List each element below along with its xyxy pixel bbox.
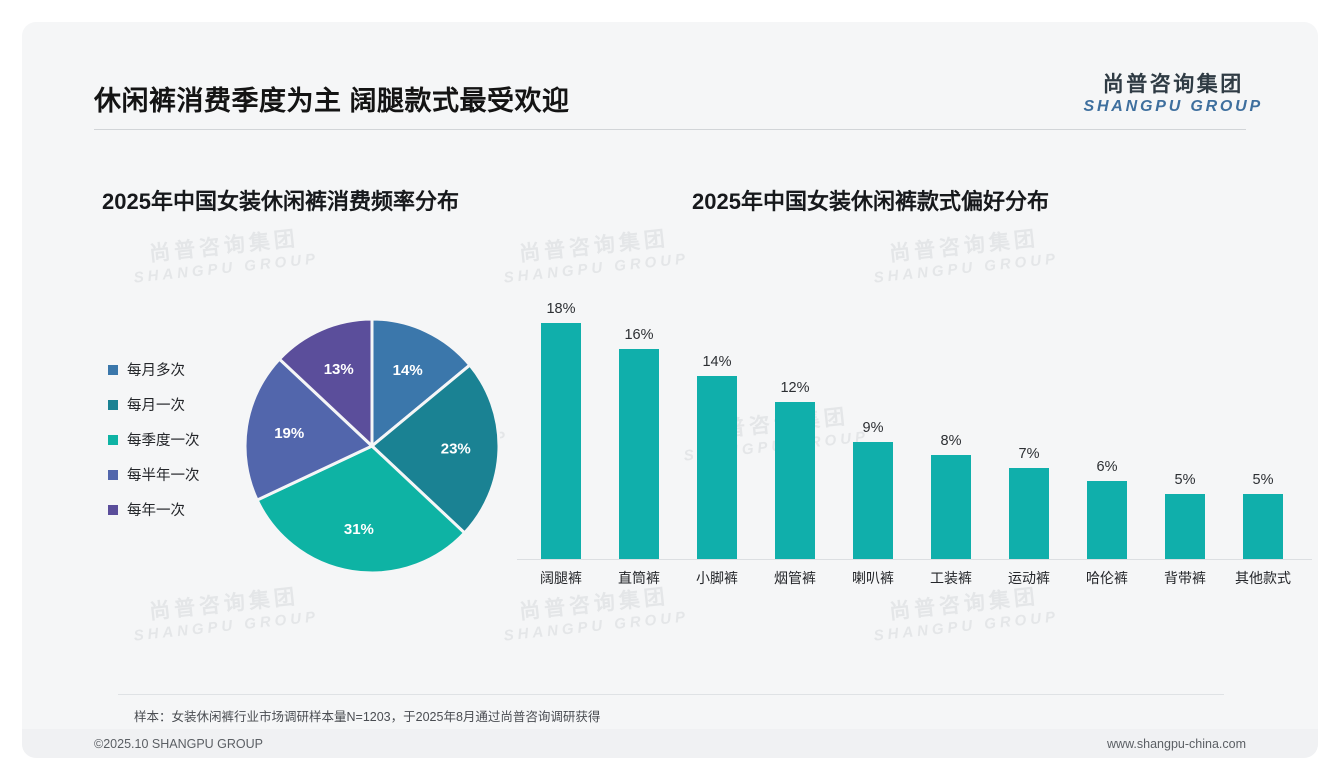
bar-value-label: 7% bbox=[1018, 445, 1040, 462]
bar-chart-category-labels: 阔腿裤 直筒裤 小脚裤 烟管裤 喇叭裤 工装裤 运动裤 哈伦裤 背带裤 其他款式 bbox=[522, 568, 1304, 592]
watermark: 尚普咨询集团 SHANGPU GROUP bbox=[500, 582, 690, 646]
footer-website[interactable]: www.shangpu-china.com bbox=[1107, 737, 1246, 751]
bar-rect[interactable] bbox=[1243, 494, 1283, 560]
bar-column[interactable]: 6% bbox=[1068, 280, 1146, 560]
pie-slice-label: 23% bbox=[441, 441, 471, 458]
bar-column[interactable]: 12% bbox=[756, 280, 834, 560]
watermark-line-2: SHANGPU GROUP bbox=[132, 608, 320, 645]
pie-slice[interactable] bbox=[370, 317, 472, 450]
bar-column[interactable]: 5% bbox=[1224, 280, 1302, 560]
bar-category-label: 其他款式 bbox=[1235, 570, 1291, 586]
bar-value-label: 8% bbox=[940, 432, 962, 449]
watermark-line-1: 尚普咨询集团 bbox=[148, 227, 300, 266]
bar-value-label: 18% bbox=[546, 301, 576, 318]
watermark-line-2: SHANGPU GROUP bbox=[132, 250, 320, 287]
brand-logo: 尚普咨询集团 SHANGPU GROUP bbox=[1083, 74, 1263, 115]
bar-value-label: 12% bbox=[780, 380, 810, 397]
bar-value-label: 16% bbox=[624, 327, 654, 344]
bar-column[interactable]: 9% bbox=[834, 280, 912, 560]
pie-slice[interactable] bbox=[255, 444, 467, 575]
pie-legend: 每月多次每月一次每季度一次每半年一次每年一次 bbox=[108, 352, 200, 527]
legend-swatch-icon bbox=[108, 469, 118, 480]
legend-item[interactable]: 每年一次 bbox=[108, 492, 200, 527]
watermark-line-1: 尚普咨询集团 bbox=[518, 227, 670, 266]
watermark-line-1: 尚普咨询集团 bbox=[888, 227, 1040, 266]
watermark: 尚普咨询集团 SHANGPU GROUP bbox=[130, 224, 320, 288]
pie-slice-label: 13% bbox=[324, 361, 354, 378]
page-title: 休闲裤消费季度为主 阔腿款式最受欢迎 bbox=[94, 86, 570, 116]
legend-item[interactable]: 每半年一次 bbox=[108, 457, 200, 492]
slide-canvas: 尚普咨询集团 SHANGPU GROUP 尚普咨询集团 SHANGPU GROU… bbox=[22, 22, 1318, 758]
legend-swatch-icon bbox=[108, 504, 118, 515]
legend-item-label: 每半年一次 bbox=[127, 468, 200, 484]
header-divider bbox=[94, 129, 1246, 130]
bar-rect[interactable] bbox=[931, 454, 971, 560]
bar-column[interactable]: 5% bbox=[1146, 280, 1224, 560]
bar-value-label: 5% bbox=[1174, 472, 1196, 489]
watermark: 尚普咨询集团 SHANGPU GROUP bbox=[870, 224, 1060, 288]
bar-chart-axis bbox=[517, 559, 1312, 560]
bar-rect[interactable] bbox=[1165, 494, 1205, 560]
bar-rect[interactable] bbox=[541, 323, 581, 560]
slide-header: 休闲裤消费季度为主 阔腿款式最受欢迎 尚普咨询集团 SHANGPU GROUP bbox=[22, 22, 1318, 130]
bar-category-label: 运动裤 bbox=[1008, 570, 1050, 586]
bar-value-label: 6% bbox=[1096, 459, 1118, 476]
bar-category-label: 喇叭裤 bbox=[852, 570, 894, 586]
legend-item-label: 每月多次 bbox=[127, 363, 185, 379]
bar-column[interactable]: 18% bbox=[522, 280, 600, 560]
bar-value-label: 9% bbox=[862, 419, 884, 436]
legend-item-label: 每月一次 bbox=[127, 398, 185, 414]
bar-column[interactable]: 8% bbox=[912, 280, 990, 560]
bar-chart: 18% 16% 14% 12% 9% 8% 7% 6% 5% 5% bbox=[522, 280, 1304, 560]
pie-slice-label: 19% bbox=[274, 425, 304, 442]
footnote-divider bbox=[118, 694, 1224, 695]
legend-item-label: 每年一次 bbox=[127, 503, 185, 519]
bar-rect[interactable] bbox=[697, 375, 737, 560]
watermark-line-2: SHANGPU GROUP bbox=[872, 608, 1060, 645]
logo-english-text: SHANGPU GROUP bbox=[1083, 98, 1263, 115]
pie-slice-label: 14% bbox=[393, 362, 423, 379]
bar-chart-title: 2025年中国女装休闲裤款式偏好分布 bbox=[692, 189, 1049, 214]
bar-category-label: 小脚裤 bbox=[696, 570, 738, 586]
bar-category-label: 阔腿裤 bbox=[540, 570, 582, 586]
pie-slice-label: 31% bbox=[344, 521, 374, 538]
pie-chart: 14% 23% 31% 19% 13% bbox=[244, 304, 500, 588]
pie-slice[interactable] bbox=[244, 356, 375, 503]
legend-item[interactable]: 每季度一次 bbox=[108, 422, 200, 457]
bar-rect[interactable] bbox=[775, 402, 815, 560]
logo-chinese-text: 尚普咨询集团 bbox=[1102, 73, 1244, 96]
bar-category-label: 背带裤 bbox=[1164, 570, 1206, 586]
legend-item[interactable]: 每月一次 bbox=[108, 387, 200, 422]
watermark: 尚普咨询集团 SHANGPU GROUP bbox=[870, 582, 1060, 646]
legend-swatch-icon bbox=[108, 434, 118, 445]
bar-rect[interactable] bbox=[1087, 481, 1127, 560]
bar-rect[interactable] bbox=[853, 441, 893, 560]
legend-swatch-icon bbox=[108, 364, 118, 375]
bar-column[interactable]: 16% bbox=[600, 280, 678, 560]
pie-slice[interactable] bbox=[369, 362, 500, 536]
bar-category-label: 烟管裤 bbox=[774, 570, 816, 586]
watermark-line-1: 尚普咨询集团 bbox=[148, 585, 300, 624]
bar-value-label: 5% bbox=[1252, 472, 1274, 489]
pie-slice[interactable] bbox=[277, 317, 374, 450]
legend-swatch-icon bbox=[108, 399, 118, 410]
bar-category-label: 哈伦裤 bbox=[1086, 570, 1128, 586]
bar-category-label: 工装裤 bbox=[930, 570, 972, 586]
footnote-text: 样本：女装休闲裤行业市场调研样本量N=1203，于2025年8月通过尚普咨询调研… bbox=[134, 710, 601, 724]
watermark: 尚普咨询集团 SHANGPU GROUP bbox=[130, 582, 320, 646]
bar-column[interactable]: 7% bbox=[990, 280, 1068, 560]
pie-chart-svg: 14% 23% 31% 19% 13% bbox=[244, 317, 500, 575]
bar-rect[interactable] bbox=[1009, 467, 1049, 560]
legend-item[interactable]: 每月多次 bbox=[108, 352, 200, 387]
watermark-line-2: SHANGPU GROUP bbox=[502, 608, 690, 645]
legend-item-label: 每季度一次 bbox=[127, 433, 200, 449]
footer-copyright: ©2025.10 SHANGPU GROUP bbox=[94, 737, 263, 751]
bar-category-label: 直筒裤 bbox=[618, 570, 660, 586]
slide-footer: ©2025.10 SHANGPU GROUP www.shangpu-china… bbox=[22, 729, 1318, 758]
bar-rect[interactable] bbox=[619, 349, 659, 560]
bar-column[interactable]: 14% bbox=[678, 280, 756, 560]
watermark: 尚普咨询集团 SHANGPU GROUP bbox=[500, 224, 690, 288]
pie-chart-title: 2025年中国女装休闲裤消费频率分布 bbox=[102, 189, 459, 214]
bar-value-label: 14% bbox=[702, 353, 732, 370]
